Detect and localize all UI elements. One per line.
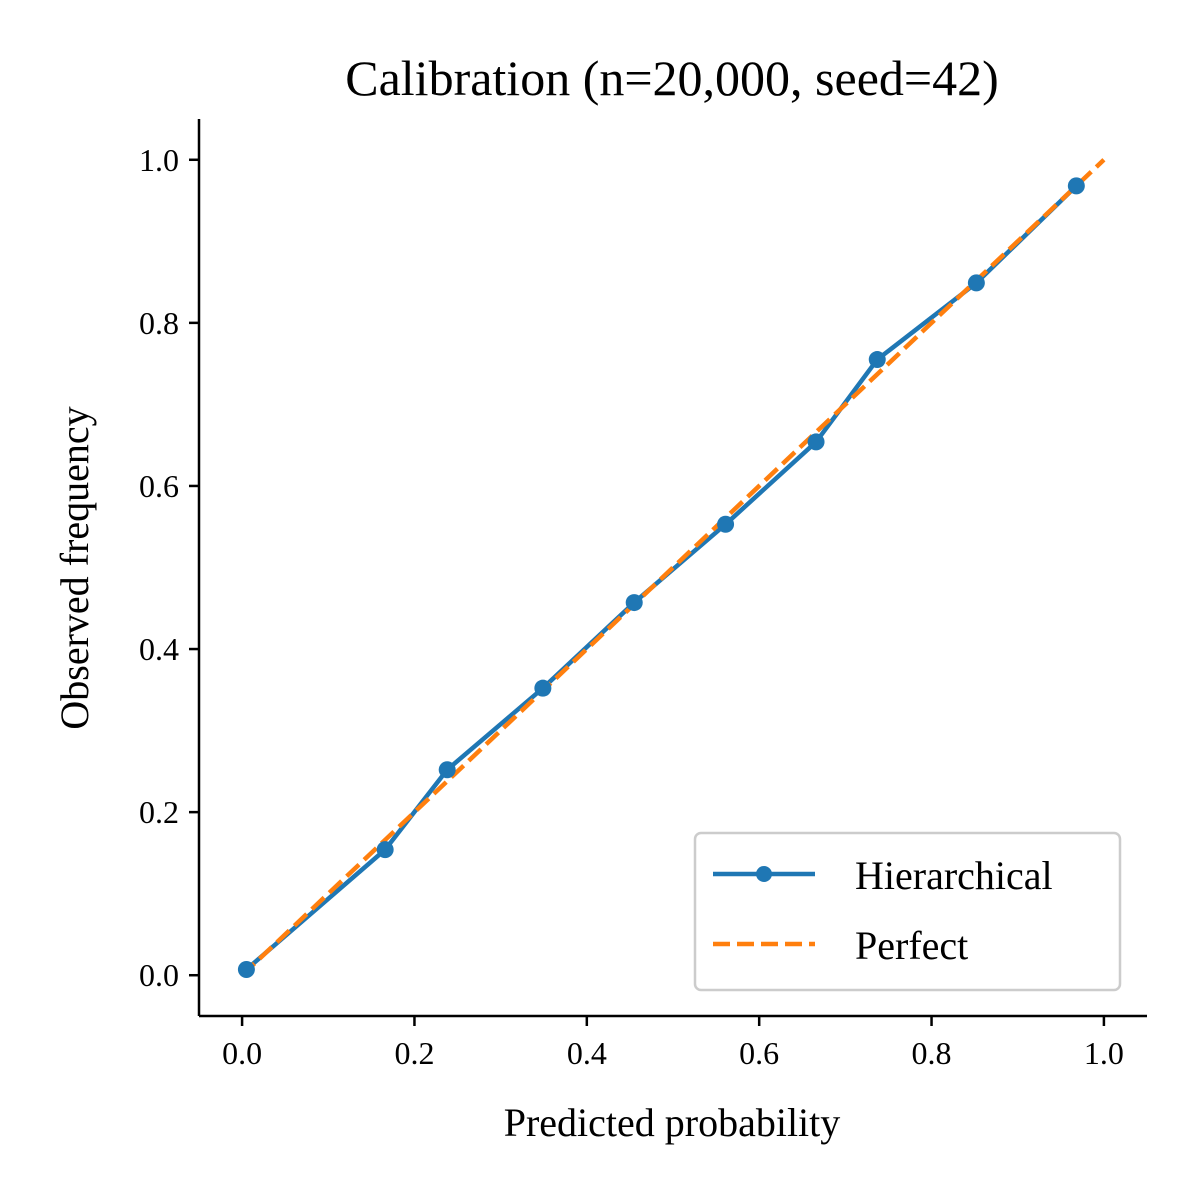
x-tick-label: 0.2 — [394, 1035, 434, 1071]
y-axis-ticks: 0.0 0.2 0.4 0.6 0.8 1.0 — [139, 142, 199, 993]
y-tick-label: 0.4 — [139, 631, 179, 667]
y-tick-label: 0.0 — [139, 957, 179, 993]
x-axis-label: Predicted probability — [504, 1100, 841, 1145]
legend: Hierarchical Perfect — [693, 831, 1122, 992]
hierarchical-point — [1067, 177, 1085, 195]
hierarchical-point — [376, 841, 394, 859]
legend-hierarchical-label: Hierarchical — [855, 853, 1053, 898]
hierarchical-point — [868, 351, 886, 369]
plot-area: 0.0 0.2 0.4 0.6 0.8 1.0 0.0 0.2 0.4 0.6 0.8 1.0 — [139, 119, 1147, 1071]
y-tick-label: 0.2 — [139, 794, 179, 830]
x-tick-label: 1.0 — [1084, 1035, 1124, 1071]
x-axis-ticks: 0.0 0.2 0.4 0.6 0.8 1.0 — [222, 1016, 1124, 1071]
x-tick-label: 0.0 — [222, 1035, 262, 1071]
y-axis-label: Observed frequency — [52, 406, 97, 729]
y-tick-label: 0.8 — [139, 305, 179, 341]
series-layer — [237, 158, 1106, 979]
hierarchical-point — [717, 515, 735, 533]
perfect-series-line — [240, 158, 1106, 977]
hierarchical-point — [625, 594, 643, 612]
y-tick-label: 0.6 — [139, 468, 179, 504]
legend-perfect-label: Perfect — [855, 923, 968, 968]
chart-title: Calibration (n=20,000, seed=42) — [345, 50, 999, 106]
legend-hierarchical-marker — [756, 866, 772, 882]
x-tick-label: 0.4 — [567, 1035, 607, 1071]
hierarchical-point — [438, 761, 456, 779]
hierarchical-point — [967, 274, 985, 292]
x-tick-label: 0.8 — [912, 1035, 952, 1071]
x-tick-label: 0.6 — [739, 1035, 779, 1071]
hierarchical-point — [237, 961, 255, 979]
hierarchical-point — [534, 679, 552, 697]
y-tick-label: 1.0 — [139, 142, 179, 178]
hierarchical-point — [807, 433, 825, 451]
